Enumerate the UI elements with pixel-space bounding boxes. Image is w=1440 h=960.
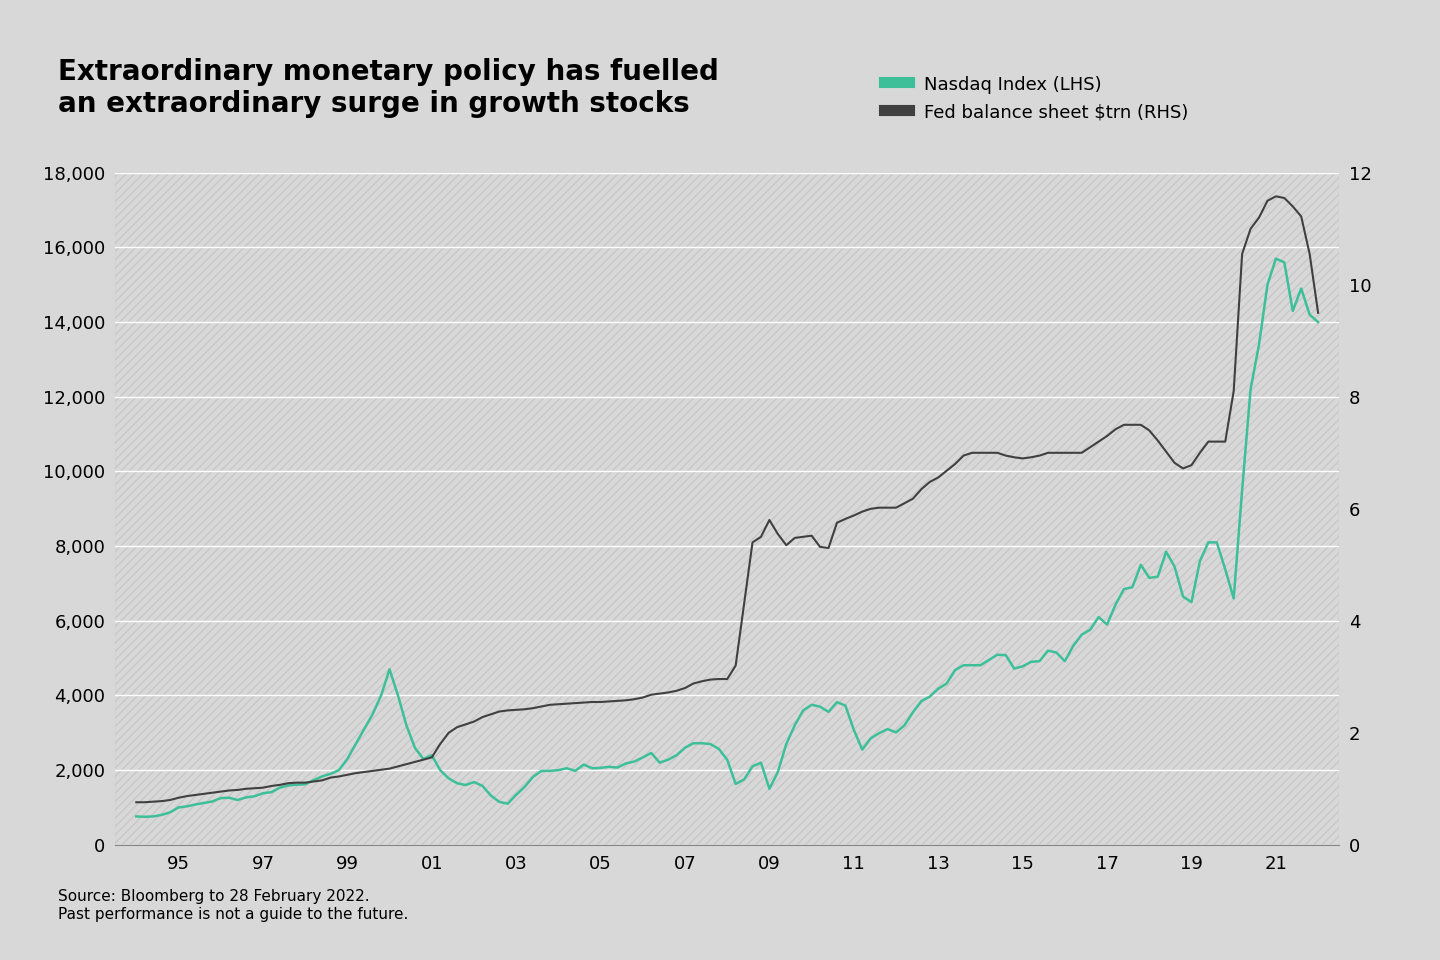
Text: Source: Bloomberg to 28 February 2022.
Past performance is not a guide to the fu: Source: Bloomberg to 28 February 2022. P… [58,889,408,922]
Text: Extraordinary monetary policy has fuelled
an extraordinary surge in growth stock: Extraordinary monetary policy has fuelle… [58,58,719,118]
Legend: Nasdaq Index (LHS), Fed balance sheet $trn (RHS): Nasdaq Index (LHS), Fed balance sheet $t… [877,67,1195,129]
